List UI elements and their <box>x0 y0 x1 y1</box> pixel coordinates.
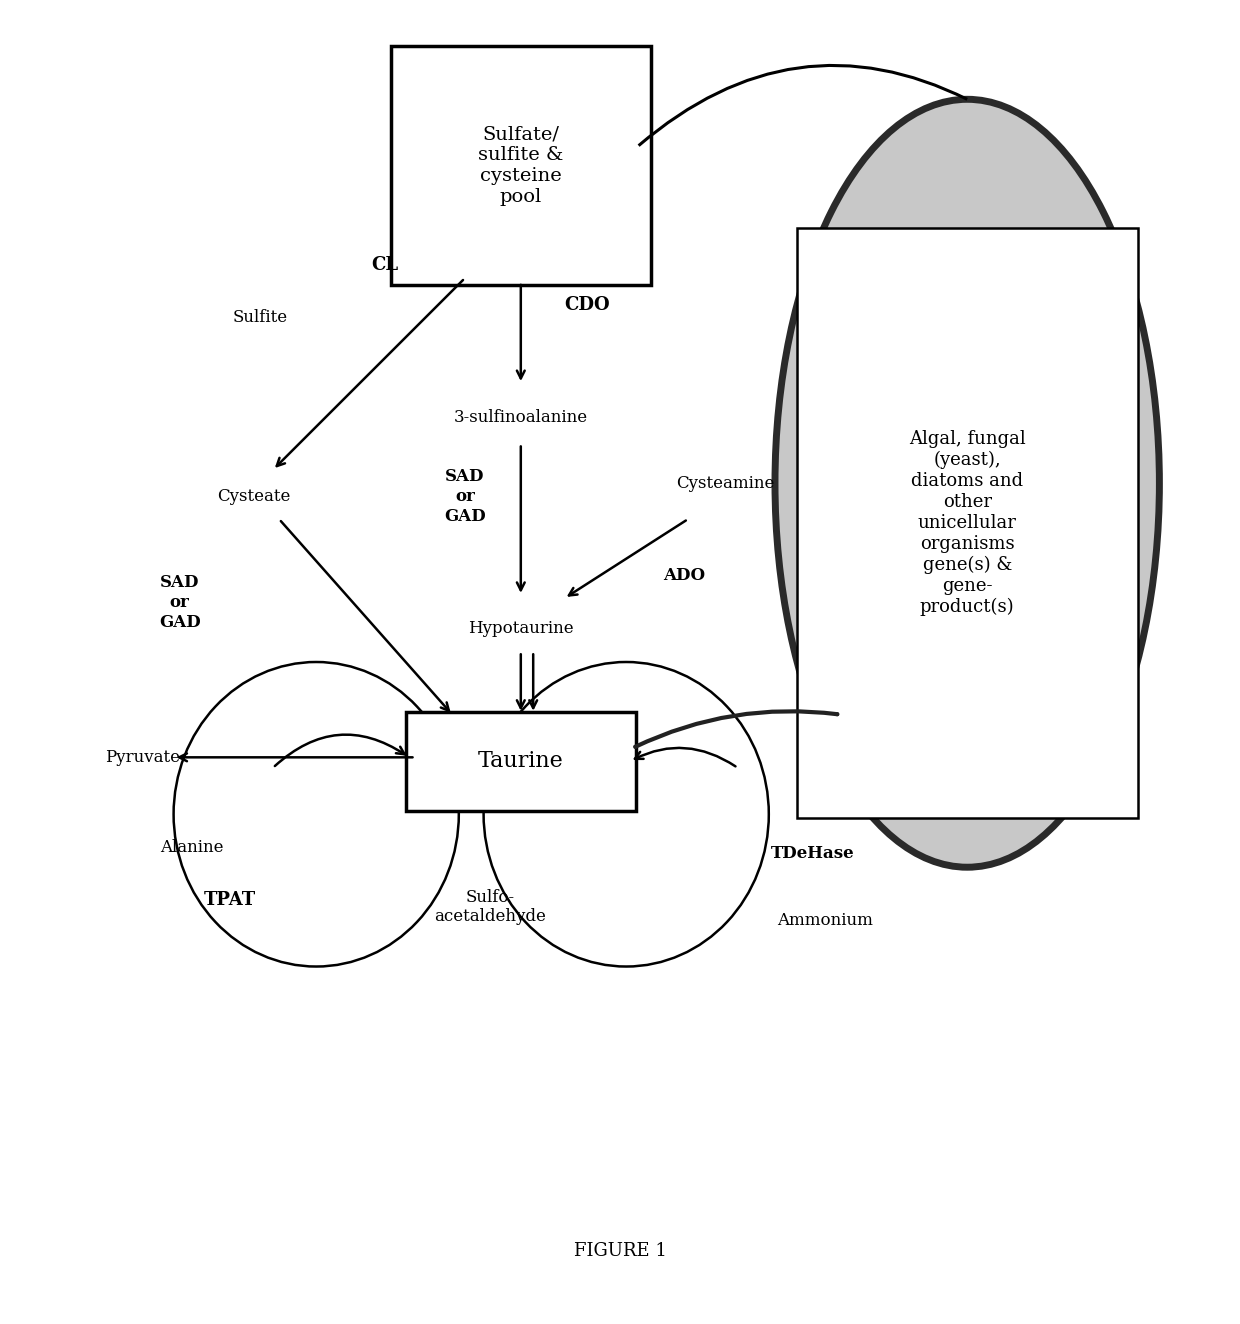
Circle shape <box>174 662 459 967</box>
Text: Taurine: Taurine <box>477 751 564 772</box>
Text: SAD
or
GAD: SAD or GAD <box>444 469 486 524</box>
Text: TDeHase: TDeHase <box>770 846 854 862</box>
Text: CL: CL <box>371 256 398 274</box>
Text: Alanine: Alanine <box>160 839 224 855</box>
Text: Sulfo-
acetaldehyde: Sulfo- acetaldehyde <box>434 888 546 925</box>
Text: Sulfite: Sulfite <box>233 310 288 326</box>
Text: Sulfate/
sulfite &
cysteine
pool: Sulfate/ sulfite & cysteine pool <box>479 126 563 205</box>
Text: Pyruvate: Pyruvate <box>105 749 180 765</box>
Text: TPAT: TPAT <box>203 891 255 910</box>
Circle shape <box>484 662 769 967</box>
Text: ADO: ADO <box>663 568 706 584</box>
FancyArrowPatch shape <box>635 711 837 747</box>
FancyBboxPatch shape <box>391 46 651 285</box>
Text: Algal, fungal
(yeast),
diatoms and
other
unicellular
organisms
gene(s) &
gene-
p: Algal, fungal (yeast), diatoms and other… <box>909 430 1025 616</box>
Text: 3-sulfinoalanine: 3-sulfinoalanine <box>454 409 588 425</box>
FancyBboxPatch shape <box>796 229 1138 818</box>
Text: Ammonium: Ammonium <box>776 912 873 928</box>
FancyBboxPatch shape <box>407 712 635 810</box>
Text: CDO: CDO <box>564 295 610 314</box>
Text: Cysteate: Cysteate <box>217 489 291 504</box>
Text: FIGURE 1: FIGURE 1 <box>574 1242 666 1260</box>
Text: SAD
or
GAD: SAD or GAD <box>159 575 201 630</box>
Ellipse shape <box>775 99 1159 867</box>
Text: Hypotaurine: Hypotaurine <box>467 621 574 637</box>
Text: Cysteamine: Cysteamine <box>676 475 774 491</box>
